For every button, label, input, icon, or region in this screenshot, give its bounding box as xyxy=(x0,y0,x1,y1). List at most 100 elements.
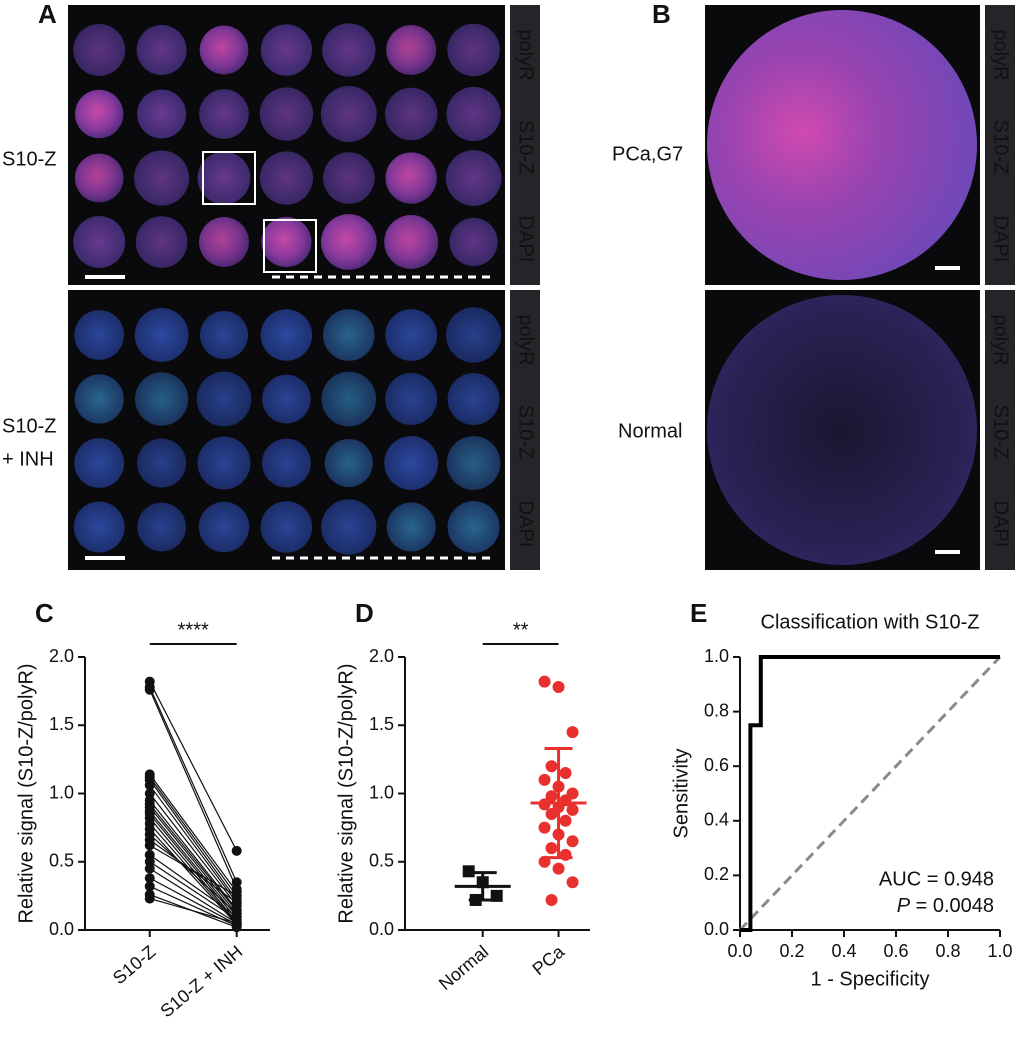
tissue-core xyxy=(261,438,311,488)
y-tick-label: 0.2 xyxy=(704,864,729,884)
channel-strip xyxy=(985,5,1015,285)
y-tick-label: 0.0 xyxy=(49,919,74,939)
tissue-core xyxy=(385,87,438,141)
pair-line xyxy=(149,834,238,915)
data-point xyxy=(545,893,558,906)
pair-line xyxy=(149,784,238,904)
tissue-core xyxy=(707,10,977,280)
tissue-core xyxy=(324,438,373,488)
tissue-core xyxy=(197,151,251,205)
pair-line xyxy=(149,806,238,914)
tissue-core xyxy=(136,25,187,75)
x-tick-label: 1.0 xyxy=(987,941,1012,961)
x-tick-label: 0.0 xyxy=(727,941,752,961)
x-axis-label: 1 - Specificity xyxy=(811,968,930,990)
tissue-core xyxy=(137,438,187,488)
data-point xyxy=(231,918,242,929)
x-tick-label: 0.2 xyxy=(779,941,804,961)
data-point xyxy=(538,675,551,688)
y-tick-label: 1.5 xyxy=(49,714,74,734)
tissue-core xyxy=(199,25,249,75)
annotation: AUC = 0.948 xyxy=(879,868,994,890)
pair-line xyxy=(149,681,238,852)
y-tick-label: 0.4 xyxy=(704,810,729,830)
pair-line xyxy=(149,774,238,893)
y-tick-label: 0.0 xyxy=(369,919,394,939)
y-tick-label: 1.0 xyxy=(369,782,394,802)
tissue-core xyxy=(199,89,249,139)
panel-letter: D xyxy=(355,598,374,628)
data-point xyxy=(566,726,579,739)
pair-line xyxy=(149,689,238,890)
y-tick-label: 0.6 xyxy=(704,755,729,775)
highlight-box xyxy=(202,151,256,205)
data-point xyxy=(559,767,572,780)
data-point xyxy=(538,821,551,834)
data-point xyxy=(144,840,155,851)
panel-letter: A xyxy=(38,0,57,29)
row-label: S10-Z xyxy=(2,148,56,170)
pair-line xyxy=(149,877,237,926)
channel-label: DAPI xyxy=(990,501,1012,548)
data-point xyxy=(545,760,558,773)
tissue-core xyxy=(74,438,125,488)
tissue-core xyxy=(260,24,313,76)
tissue-core xyxy=(446,307,502,363)
channel-label: polyR xyxy=(515,314,537,365)
series-line xyxy=(740,655,1000,932)
y-axis-label: Relative signal (S10-Z/polyR) xyxy=(15,663,37,923)
data-point xyxy=(566,803,579,816)
data-point xyxy=(545,842,558,855)
data-point xyxy=(566,876,579,889)
tissue-core xyxy=(259,151,314,205)
data-point xyxy=(144,780,155,791)
tissue-core xyxy=(260,501,313,553)
significance-label: **** xyxy=(178,619,209,641)
tissue-core xyxy=(447,373,500,425)
y-tick-label: 1.5 xyxy=(369,714,394,734)
tissue-core xyxy=(385,309,438,361)
data-point xyxy=(545,790,558,803)
tissue-core xyxy=(449,217,498,267)
pair-line xyxy=(149,861,238,920)
pair-line xyxy=(149,686,238,883)
tissue-core xyxy=(134,372,189,426)
x-tick-label: S10-Z xyxy=(109,941,159,988)
data-point xyxy=(144,684,155,695)
tissue-core xyxy=(73,24,126,76)
y-tick-label: 0.0 xyxy=(704,919,729,939)
tissue-core xyxy=(447,23,500,77)
tissue-core xyxy=(74,89,124,139)
tissue-core xyxy=(321,499,377,555)
tissue-core xyxy=(261,216,312,268)
channel-label: polyR xyxy=(990,314,1012,365)
tissue-core xyxy=(262,374,311,424)
channel-label: S10-Z xyxy=(990,405,1012,459)
chart-title: Classification with S10-Z xyxy=(761,611,980,633)
y-tick-label: 1.0 xyxy=(49,782,74,802)
channel-label: DAPI xyxy=(990,216,1012,263)
tissue-core xyxy=(446,436,501,490)
data-point xyxy=(144,893,155,904)
channel-label: polyR xyxy=(515,29,537,80)
y-axis-label: Sensitivity xyxy=(670,748,692,838)
x-tick-label: Normal xyxy=(435,941,492,994)
tissue-core xyxy=(322,152,375,204)
pair-line xyxy=(149,898,237,924)
pair-line xyxy=(149,813,238,920)
tissue-core xyxy=(447,501,500,553)
channel-strip xyxy=(510,5,540,285)
tissue-core xyxy=(259,87,314,141)
y-tick-label: 0.5 xyxy=(49,851,74,871)
data-point xyxy=(538,773,551,786)
row-label: + INH xyxy=(2,448,54,470)
x-tick-label: PCa xyxy=(528,941,568,979)
data-point xyxy=(545,807,558,820)
tissue-core xyxy=(322,309,375,361)
y-tick-label: 0.8 xyxy=(704,700,729,720)
y-tick-label: 2.0 xyxy=(369,646,394,666)
p-value: = 0.0048 xyxy=(910,895,994,917)
tissue-core xyxy=(384,436,439,490)
tissue-core xyxy=(199,217,249,267)
row-label: S10-Z xyxy=(2,415,56,437)
